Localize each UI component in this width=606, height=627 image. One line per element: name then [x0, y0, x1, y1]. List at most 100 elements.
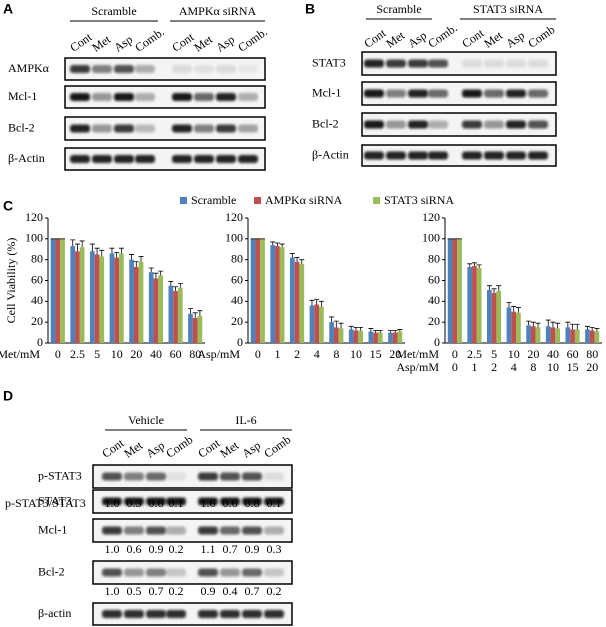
blot-band: [484, 120, 504, 129]
blot-band: [216, 124, 236, 133]
blot-band: [506, 120, 526, 129]
row-label: β-Actin: [312, 147, 349, 161]
blot-band: [386, 59, 406, 68]
bar: [294, 261, 300, 343]
quant-value: 0.8: [245, 496, 260, 510]
x-tick-label: 20: [586, 360, 598, 374]
blot-band: [528, 89, 548, 98]
legend-label: STAT3 siRNA: [384, 193, 454, 207]
quant-value: 1.0: [105, 542, 120, 556]
x-tick-label: 40: [150, 347, 162, 361]
blot-band: [135, 93, 155, 101]
row-label: Bcl-2: [312, 116, 339, 130]
quant-value: 1.0: [105, 496, 120, 510]
bar: [119, 253, 124, 343]
quant-value: 0.3: [127, 496, 142, 510]
blot-band: [198, 568, 218, 577]
error-bar: [99, 249, 105, 257]
quant-value: 1.0: [105, 584, 120, 598]
bar: [476, 268, 482, 343]
blot-band: [264, 568, 284, 577]
blot-band: [462, 59, 482, 68]
error-bar: [197, 310, 203, 316]
bar: [255, 238, 261, 343]
error-bar: [387, 330, 393, 333]
x-tick-label: 10: [547, 360, 559, 374]
error-bar: [353, 326, 359, 331]
blot-band: [242, 497, 262, 506]
blot-band: [428, 89, 448, 98]
blot-band: [216, 93, 236, 101]
bar: [153, 278, 159, 343]
blot-band: [166, 526, 186, 535]
bar: [299, 263, 305, 343]
quant-value: 0.2: [169, 542, 184, 556]
y-tick-label: 120: [25, 210, 43, 224]
row-label: AMPKα: [8, 61, 50, 75]
blot-band: [462, 151, 482, 160]
x-tick-label: 0: [452, 347, 458, 361]
row-label: β-actin: [38, 606, 71, 620]
blot-band: [146, 497, 166, 506]
blot-band: [408, 120, 428, 129]
error-bar: [358, 326, 364, 331]
bar: [79, 247, 85, 343]
lane-label: Comb.: [425, 21, 460, 51]
blot-band: [408, 59, 428, 68]
x-axis-label: Asp/mM: [197, 347, 240, 361]
blot-band: [364, 89, 384, 98]
blot-band: [242, 568, 262, 577]
blot-band: [220, 568, 240, 577]
blot-band: [238, 93, 258, 101]
bar: [388, 332, 393, 343]
x-tick-label: 80: [189, 347, 201, 361]
blot-band: [364, 151, 384, 160]
blot-band: [462, 89, 482, 98]
bar: [99, 256, 105, 343]
blot-band: [146, 526, 166, 535]
blot-band: [428, 151, 448, 160]
bar: [373, 332, 378, 343]
panel-letter: A: [3, 1, 13, 17]
quant-value: 0.7: [223, 542, 238, 556]
blot-band: [198, 472, 218, 481]
error-bar: [118, 247, 124, 254]
bar: [565, 327, 571, 343]
error-bar: [289, 253, 295, 258]
x-tick-label: 2.5: [70, 347, 85, 361]
x-tick-label: 4: [511, 360, 517, 374]
blot-band: [462, 120, 482, 129]
bar: [279, 247, 285, 343]
blot-band: [124, 526, 144, 535]
bar: [491, 293, 497, 343]
error-bar: [314, 298, 320, 305]
blot-band: [114, 93, 134, 101]
blot-band: [166, 568, 186, 577]
bar: [506, 307, 512, 343]
bar: [594, 331, 600, 343]
blot-band: [216, 155, 236, 163]
error-bar: [348, 325, 354, 330]
error-bar: [133, 261, 139, 267]
blot-frame: [92, 602, 293, 626]
error-bar: [574, 323, 580, 330]
error-bar: [329, 316, 335, 323]
blot-band: [92, 155, 112, 163]
error-bar: [565, 321, 571, 328]
blot-band: [92, 124, 112, 133]
lane-label: Comb.: [132, 25, 167, 55]
blot-frame: [92, 489, 293, 514]
error-bar: [392, 330, 398, 333]
blot-band: [264, 472, 284, 481]
blot-band: [386, 89, 406, 98]
bar: [516, 312, 521, 343]
bar: [177, 287, 183, 343]
blot-band: [135, 65, 155, 73]
error-bar: [279, 243, 285, 248]
x-tick-label: 60: [567, 347, 579, 361]
quant-value: 0.6: [149, 496, 164, 510]
bar: [168, 285, 174, 343]
lane-label: Met: [121, 438, 145, 461]
blot-band: [70, 124, 90, 133]
group-label: Scramble: [91, 4, 136, 18]
